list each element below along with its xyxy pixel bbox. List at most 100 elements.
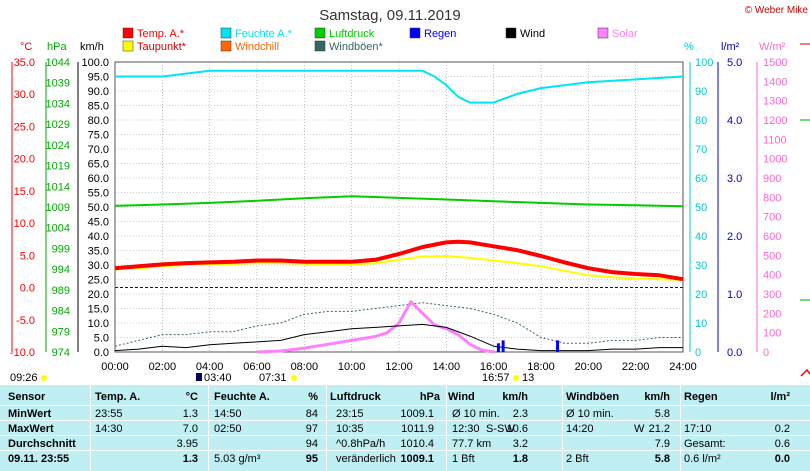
gust-direction: W [634,423,645,435]
gust-value: 5.8 [654,453,670,465]
tick-celsius: 25.0 [14,121,35,133]
tick-kmh: 65.0 [88,159,109,171]
rain-bar [556,340,560,352]
moon-icon [196,373,202,381]
tick-celsius: -10.0 [10,347,35,359]
pressure-time: 23:15 [336,408,364,420]
humidity-time: 02:50 [214,423,242,435]
tick-kmh: 80.0 [88,115,109,127]
tick-hpa: 1014 [46,181,70,193]
tick-hpa: 1044 [46,57,70,69]
sun-icon [513,375,519,381]
sunset-label: 16:57 [482,372,510,384]
series-luftdruck [114,195,684,208]
tick-solar: 100 [763,328,781,340]
tick-solar: 1100 [763,134,787,146]
tick-solar: 1500 [763,57,787,69]
tick-solar: 1000 [763,154,787,166]
row-separator [0,435,810,436]
table-header: km/h [644,391,670,403]
edge-arrow-icon [800,368,810,377]
tick-percent: 80 [695,115,707,127]
tick-rain: 0.0 [727,347,742,359]
series-temp-a [114,239,684,282]
tick-percent: 100 [695,57,713,69]
tick-celsius: 30.0 [14,89,35,101]
tick-time: 22:00 [622,361,650,373]
tick-kmh: 85.0 [88,101,109,113]
tick-time: 02:00 [149,361,177,373]
tick-hpa: 1024 [46,140,70,152]
row-separator [0,450,810,451]
pressure-value: 1009.1 [400,453,434,465]
tick-hpa: 974 [52,347,70,359]
pressure-value: 1010.4 [400,438,434,450]
legend-label: Wind [520,28,545,40]
pressure-value: 1011.9 [401,423,434,435]
tick-kmh: 45.0 [88,217,109,229]
tick-celsius: 5.0 [20,250,35,262]
tick-celsius: 10.0 [14,218,35,230]
tick-solar: 1200 [763,115,787,127]
tick-percent: 20 [695,289,707,301]
tick-celsius: 35.0 [14,57,35,69]
humidity-value: 84 [305,408,318,420]
row-label: 09.11. 23:55 [8,453,70,465]
tick-solar: 200 [763,308,781,320]
pressure-value: 1009.1 [400,408,434,420]
series-wind [114,323,683,352]
tick-time: 06:00 [243,361,271,373]
gust-value: 5.8 [654,408,670,420]
tick-kmh: 20.0 [88,289,109,301]
tick-kmh: 0.0 [94,347,109,359]
humidity-time: 14:50 [214,408,242,420]
tick-rain: 2.0 [727,231,742,243]
tick-celsius: 15.0 [14,186,35,198]
tick-hpa: 1019 [46,161,70,173]
current-time-label: 09:26 [10,372,38,384]
humidity-value: 94 [305,438,318,450]
tick-percent: 70 [695,144,707,156]
row-separator [0,405,810,406]
table-header: Regen [684,391,718,403]
tick-hpa: 1034 [46,98,70,110]
wind-time: Ø 10 min. [452,408,500,420]
legend-label: Regen [424,28,456,40]
rain-time: 17:10 [684,423,712,435]
table-header: % [308,391,318,403]
weather-chart: Samstag, 09.11.2019 © Weber Mike Temp. A… [10,5,810,384]
row-label: MaxWert [8,423,54,435]
tick-rain: 3.0 [727,173,742,185]
tick-percent: 10 [695,318,707,330]
wind-time: 77.7 km [452,438,492,450]
tick-kmh: 60.0 [88,173,109,185]
series-feuchte-a [115,69,684,104]
gust-value: 7.9 [654,438,670,450]
rain-time: 0.6 l/m² [684,453,721,465]
tick-hpa: 1009 [46,202,70,214]
unit-celsius: °C [20,41,32,53]
tick-time: 08:00 [291,361,319,373]
axes: 35.0 30.0 25.0 20.0 15.0 10.0 5.0 0.0 -5.0 -10.0 1… [10,57,788,373]
legend-swatch [505,27,517,39]
table-header: km/h [502,391,528,403]
tick-kmh: 95.0 [88,72,109,84]
table-header: °C [185,391,198,403]
tick-percent: 90 [695,86,707,98]
tick-time: 18:00 [527,361,555,373]
moonrise-label: 03:40 [204,372,232,384]
tick-solar: 400 [763,270,781,282]
tick-solar: 900 [763,173,781,185]
temp-value: 7.0 [182,423,198,435]
rain-value: 0.0 [774,453,790,465]
tick-solar: 300 [763,289,781,301]
unit-hpa: hPa [47,41,67,53]
column-separator [90,385,91,471]
tick-kmh: 75.0 [88,130,109,142]
tick-kmh: 55.0 [88,188,109,200]
tick-percent: 30 [695,260,707,272]
column-separator [208,385,209,471]
legend-swatch [220,27,232,39]
tick-solar: 600 [763,231,781,243]
tick-solar: 800 [763,192,781,204]
